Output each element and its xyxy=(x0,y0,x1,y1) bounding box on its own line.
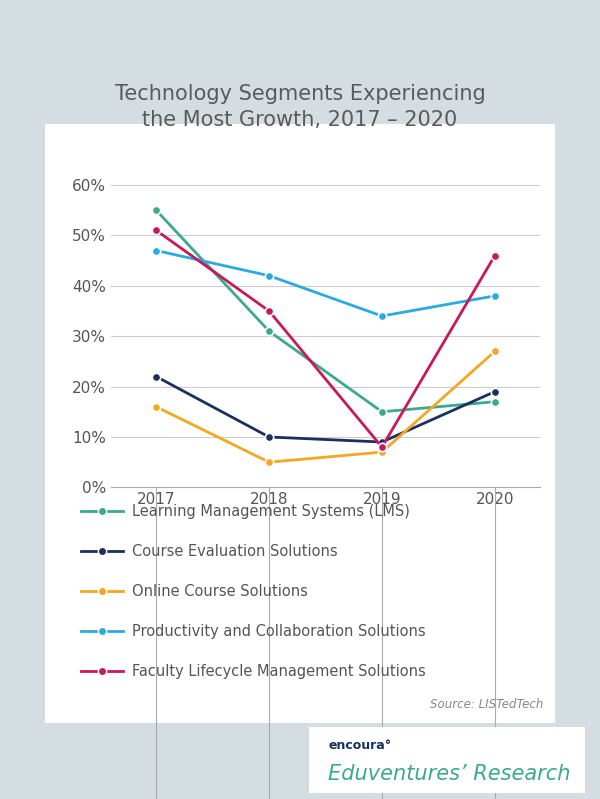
Text: Productivity and Collaboration Solutions: Productivity and Collaboration Solutions xyxy=(132,624,425,638)
Text: Online Course Solutions: Online Course Solutions xyxy=(132,584,308,598)
Text: Source: LISTedTech: Source: LISTedTech xyxy=(430,698,543,711)
Text: Faculty Lifecycle Management Solutions: Faculty Lifecycle Management Solutions xyxy=(132,664,426,678)
Text: Eduventures’ Research: Eduventures’ Research xyxy=(328,765,571,785)
Text: Course Evaluation Solutions: Course Evaluation Solutions xyxy=(132,544,338,559)
Text: Learning Management Systems (LMS): Learning Management Systems (LMS) xyxy=(132,504,410,519)
Text: encoura°: encoura° xyxy=(328,739,391,752)
Text: Technology Segments Experiencing
the Most Growth, 2017 – 2020: Technology Segments Experiencing the Mos… xyxy=(115,84,485,130)
